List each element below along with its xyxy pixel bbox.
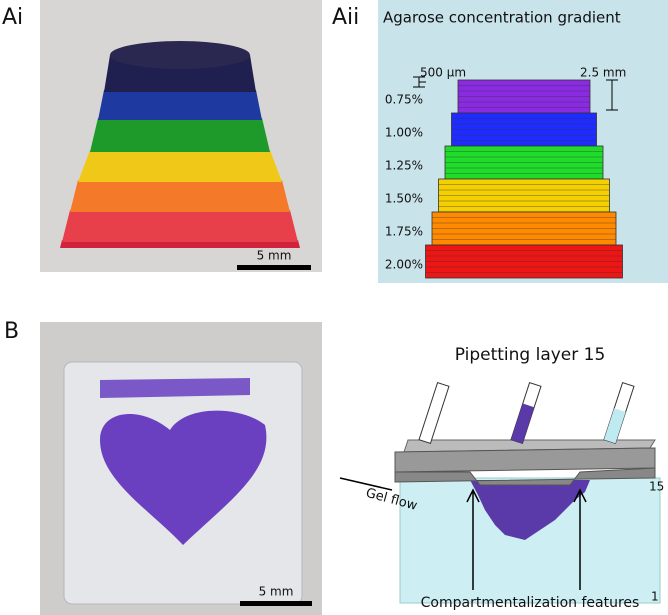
panel-label: B	[4, 319, 19, 344]
panel-label: Ai	[2, 5, 23, 30]
heart-gel-photo	[64, 362, 302, 604]
diagram-title: Agarose concentration gradient	[383, 9, 621, 27]
layer-label: 1.75%	[385, 225, 423, 239]
layer-number: 1	[651, 590, 659, 604]
diagram-title: Pipetting layer 15	[455, 345, 606, 365]
scale-bar-label: 5 mm	[259, 585, 294, 599]
scale-bar	[240, 601, 312, 606]
layer-number: 15	[649, 480, 664, 494]
scale-bar-label: 5 mm	[257, 249, 292, 263]
layer-label: 0.75%	[385, 93, 423, 107]
figure: 5 mm Ai Aii Agarose concentration gradie…	[0, 0, 668, 615]
caption: Compartmentalization features	[421, 595, 640, 611]
scale-bar	[237, 265, 311, 270]
dimension-label: 2.5 mm	[580, 66, 626, 80]
layer-label: 1.00%	[385, 126, 423, 140]
layer-label: 2.00%	[385, 258, 423, 272]
layer-label: 1.25%	[385, 159, 423, 173]
dimension-label: 500 µm	[420, 66, 466, 80]
panel-label: Aii	[332, 5, 359, 30]
layer-label: 1.50%	[385, 192, 423, 206]
